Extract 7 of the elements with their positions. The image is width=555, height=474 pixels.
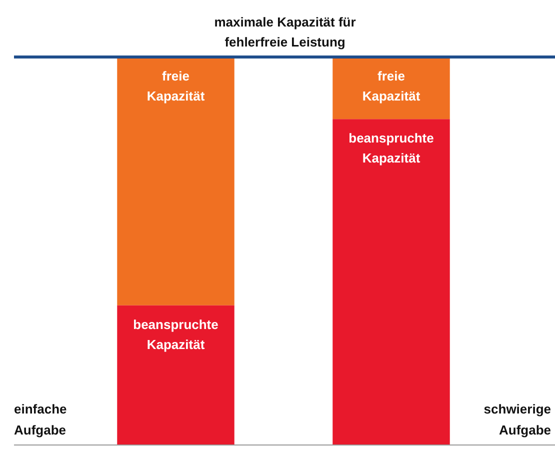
ref-line-label: maximale Kapazität für fehlerfreie Leistung <box>214 14 356 50</box>
series-label: freie Kapazität <box>146 68 206 104</box>
annotation: einfache Aufgabe <box>14 402 67 438</box>
series-label: beanspruchte Kapazität <box>133 316 218 352</box>
text: freie Kapazität <box>362 68 420 104</box>
text: beanspruchte Kapazität <box>348 130 434 166</box>
annotation: schwierige Aufgabe <box>484 402 551 438</box>
